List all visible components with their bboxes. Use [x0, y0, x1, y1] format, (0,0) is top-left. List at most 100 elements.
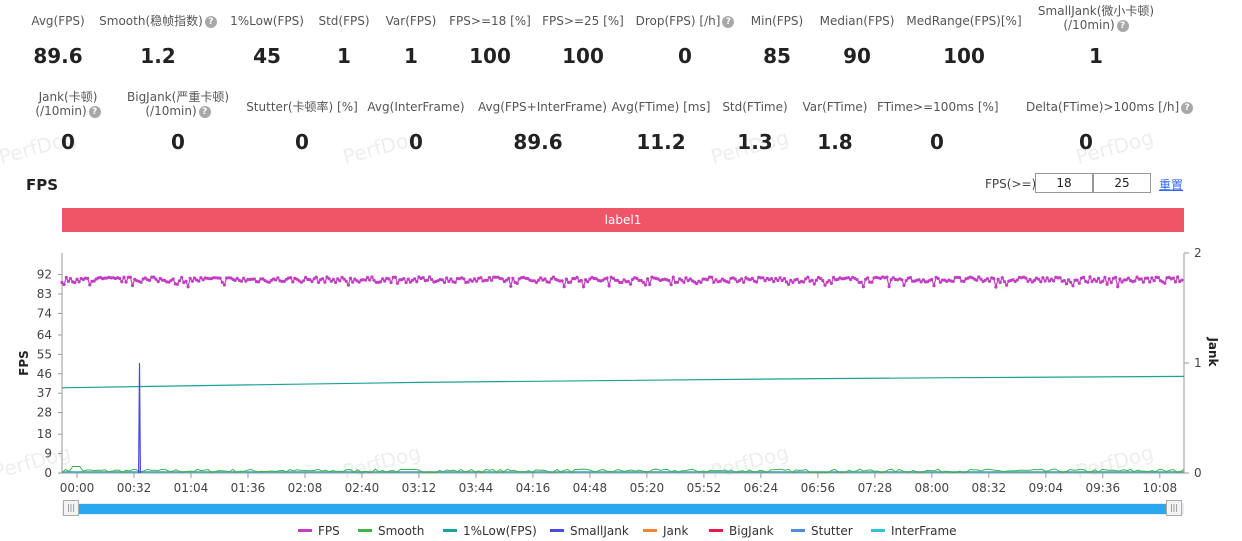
- fps-point: [998, 280, 1002, 285]
- fps-point: [682, 280, 686, 284]
- fps-point: [1015, 278, 1019, 282]
- fps-point: [710, 275, 714, 279]
- fps-point: [1135, 275, 1139, 279]
- fps-point: [402, 277, 406, 281]
- help-icon[interactable]: ?: [88, 105, 101, 118]
- fps-threshold-input-2[interactable]: [1093, 173, 1151, 193]
- legend-swatch: [643, 529, 657, 532]
- x-tick-label: 00:32: [117, 481, 152, 495]
- fps-point: [470, 279, 474, 283]
- fps-point: [823, 283, 827, 287]
- fps-point: [1105, 282, 1109, 286]
- fps-point: [466, 280, 470, 284]
- fps-point: [425, 278, 430, 282]
- help-icon[interactable]: ?: [722, 15, 735, 28]
- fps-point: [996, 277, 1000, 281]
- fps-point: [338, 279, 342, 283]
- fps-point: [180, 275, 184, 280]
- fps-point: [218, 276, 222, 280]
- fps-point: [381, 277, 385, 281]
- stat-label-text: Min(FPS): [750, 14, 804, 28]
- fps-point: [607, 284, 611, 288]
- fps-point: [139, 280, 143, 284]
- fps-point: [440, 278, 444, 282]
- fps-point: [564, 277, 569, 281]
- zoom-slider-left-handle[interactable]: |||: [63, 500, 79, 516]
- help-icon[interactable]: ?: [1116, 19, 1129, 32]
- legend-item-1-low-fps[interactable]: 1%Low(FPS): [443, 524, 537, 538]
- stat-var-ftime: Var(FTime) 1.8: [775, 90, 895, 154]
- zoom-slider-right-handle[interactable]: |||: [1166, 500, 1182, 516]
- fps-point: [1120, 280, 1124, 284]
- legend-item-smooth[interactable]: Smooth: [358, 524, 424, 538]
- stat-label-text: Std(FPS): [318, 14, 370, 28]
- stat-value: 0: [678, 44, 692, 68]
- stat-label: FPS>=18 [%]: [430, 4, 550, 28]
- fps-point: [891, 276, 895, 280]
- stat-smooth: Smooth(稳帧指数)? 1.2: [98, 4, 218, 68]
- fps-point: [462, 277, 466, 281]
- stat-avg-fps: Avg(FPS) 89.6: [0, 4, 118, 68]
- legend-item-smalljank[interactable]: SmallJank: [550, 524, 629, 538]
- legend-item-interframe[interactable]: InterFrame: [871, 524, 957, 538]
- fps-point: [291, 280, 295, 284]
- fps-point: [1124, 278, 1128, 282]
- fps-point: [829, 281, 834, 285]
- fps-point: [280, 279, 284, 283]
- fps-point: [1075, 278, 1079, 282]
- fps-point: [718, 279, 722, 283]
- fps-point: [675, 280, 680, 284]
- fps-point: [684, 276, 688, 280]
- help-icon[interactable]: ?: [204, 15, 217, 28]
- fps-point: [1156, 276, 1160, 280]
- help-icon[interactable]: ?: [198, 105, 211, 118]
- fps-point: [763, 279, 767, 283]
- fps-point: [152, 275, 156, 279]
- reset-button[interactable]: 重置: [1159, 178, 1184, 192]
- stats-row-1: Avg(FPS) 89.6 Smooth(稳帧指数)? 1.2 1%Low(FPS) 45…: [0, 4, 1242, 84]
- stat-drop-fps-h: Drop(FPS) [/h]? 0: [625, 4, 745, 68]
- fps-point: [252, 277, 256, 281]
- fps-threshold-input-1[interactable]: [1035, 173, 1093, 193]
- fps-point: [1171, 276, 1175, 280]
- fps-point: [639, 278, 643, 283]
- legend-item-jank[interactable]: Jank: [643, 524, 688, 538]
- stat-std-fps: Std(FPS) 1: [284, 4, 404, 68]
- fps-point: [66, 279, 70, 283]
- legend-label: FPS: [318, 524, 340, 538]
- fps-point: [622, 278, 626, 282]
- fps-point: [68, 277, 73, 281]
- fps-point: [509, 284, 513, 288]
- fps-point: [64, 275, 68, 280]
- stat-avg-fps-interframe: Avg(FPS+InterFrame) 89.6: [478, 90, 607, 154]
- fps-point: [962, 279, 966, 283]
- stat-value: 0: [1079, 130, 1093, 154]
- fps-point: [562, 285, 566, 289]
- x-tick-label: 05:52: [687, 481, 722, 495]
- stat-1-low-fps: 1%Low(FPS) 45: [207, 4, 327, 68]
- x-tick-label: 06:56: [801, 481, 836, 495]
- legend-item-stutter[interactable]: Stutter: [791, 524, 853, 538]
- label-bar[interactable]: label1: [62, 208, 1184, 232]
- x-tick-label: 05:20: [630, 481, 665, 495]
- fps-point: [378, 280, 382, 284]
- fps-point: [810, 278, 814, 282]
- stat-label: Drop(FPS) [/h]?: [625, 4, 745, 28]
- fps-point: [334, 280, 338, 284]
- fps-point: [1082, 275, 1086, 279]
- x-tick-label: 04:16: [516, 481, 551, 495]
- help-icon[interactable]: ?: [1181, 101, 1194, 114]
- fps-point: [889, 278, 893, 282]
- legend-item-bigjank[interactable]: BigJank: [709, 524, 774, 538]
- fps-point: [331, 277, 335, 281]
- legend-item-fps[interactable]: FPS: [298, 524, 340, 538]
- stat-label-text: FPS>=18 [%]: [449, 14, 531, 28]
- stat-label: Smooth(稳帧指数)?: [98, 4, 218, 28]
- fps-point: [201, 278, 205, 282]
- legend-label: InterFrame: [891, 524, 957, 538]
- fps-point: [192, 276, 197, 280]
- chart-legend: FPS Smooth 1%Low(FPS) SmallJank Jank BigJank S…: [0, 524, 1242, 540]
- fps-point: [1039, 280, 1043, 284]
- zoom-slider-range[interactable]: [72, 504, 1174, 514]
